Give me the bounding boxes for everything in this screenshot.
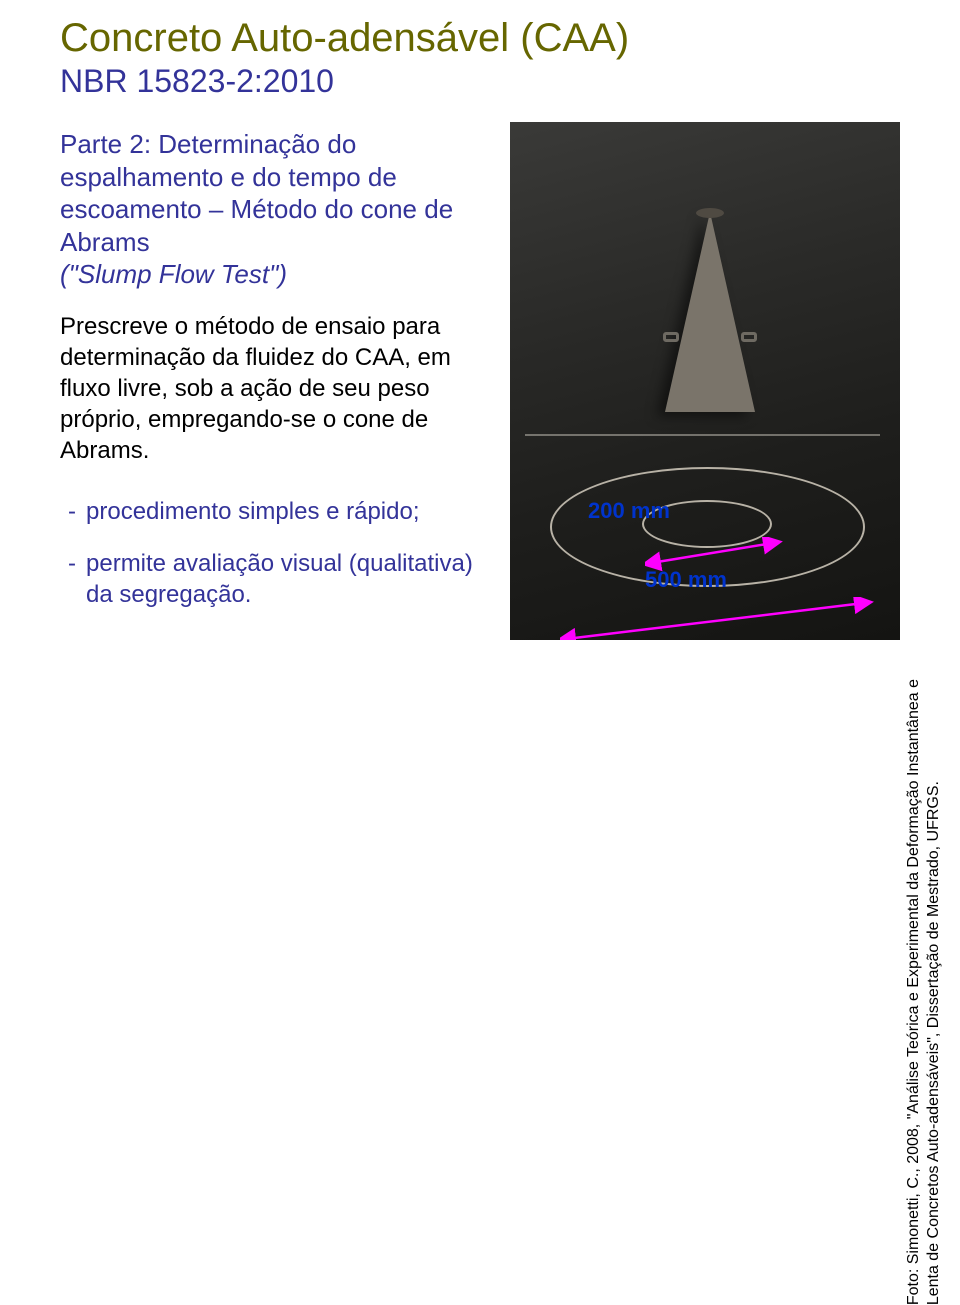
slide-subtitle-standard: NBR 15823-2:2010: [60, 63, 930, 100]
section-italic: ("Slump Flow Test"): [60, 259, 287, 289]
figure-column: 200 mm 500 mm: [510, 122, 900, 640]
baseplate-edge: [525, 434, 880, 436]
section-prefix: Parte 2:: [60, 129, 158, 159]
cone-handle-left: [663, 332, 679, 342]
paragraph-body: Prescreve o método de ensaio para determ…: [60, 311, 480, 467]
citation-line2: Lenta de Concretos Auto-adensáveis", Dis…: [925, 781, 942, 1305]
photo-citation: Foto: Simonetti, C., 2008, "Análise Teór…: [904, 679, 944, 1305]
section-heading: Parte 2: Determinação do espalhamento e …: [60, 128, 480, 291]
bullet-item-1: procedimento simples e rápido;: [68, 496, 480, 527]
slump-cone-photo: 200 mm 500 mm: [510, 122, 900, 640]
text-column: Parte 2: Determinação do espalhamento e …: [60, 122, 480, 630]
cone-handle-right: [741, 332, 757, 342]
citation-line1: Foto: Simonetti, C., 2008, "Análise Teór…: [905, 679, 922, 1305]
dimension-label-500: 500 mm: [645, 567, 727, 593]
dimension-arrow-500: [560, 597, 875, 640]
dimension-label-200: 200 mm: [588, 498, 670, 524]
slide-title: Concreto Auto-adensável (CAA): [60, 15, 930, 61]
bullet-list: procedimento simples e rápido; permite a…: [60, 496, 480, 610]
abrams-cone: [665, 202, 755, 412]
bullet-item-2: permite avaliação visual (qualitativa) d…: [68, 548, 480, 610]
